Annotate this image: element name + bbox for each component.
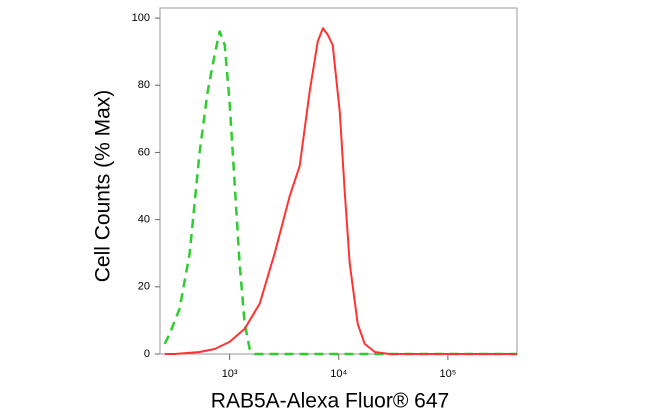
y-tick-label: 100 — [132, 12, 150, 24]
y-tick-label: 80 — [138, 79, 150, 91]
x-tick-label: 10⁴ — [330, 368, 347, 380]
y-tick-label: 20 — [138, 281, 150, 293]
x-tick-label: 10⁵ — [439, 368, 456, 380]
histogram-line — [164, 27, 517, 355]
y-tick-label: 0 — [144, 348, 150, 360]
y-tick-label: 60 — [138, 146, 150, 158]
x-axis-title: RAB5A-Alexa Fluor® 647 — [211, 390, 449, 413]
y-tick-label: 40 — [138, 214, 150, 226]
x-tick-label: 10³ — [222, 368, 238, 380]
histogram-line — [163, 30, 517, 356]
y-axis-title: Cell Counts (% Max) — [92, 90, 115, 283]
